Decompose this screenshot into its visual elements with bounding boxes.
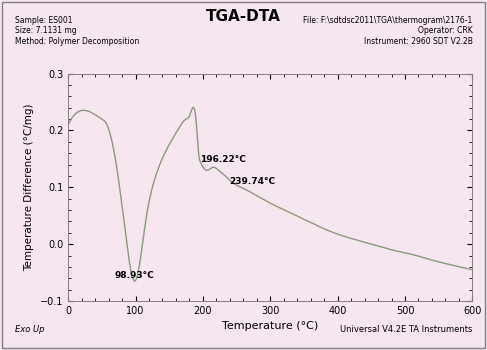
Text: TGA-DTA: TGA-DTA bbox=[206, 9, 281, 25]
Text: File: F:\sdtdsc2011\TGA\thermogram\2176-1
Operator: CRK
Instrument: 2960 SDT V2.: File: F:\sdtdsc2011\TGA\thermogram\2176-… bbox=[303, 16, 472, 46]
Text: Sample: ES001
Size: 7.1131 mg
Method: Polymer Decomposition: Sample: ES001 Size: 7.1131 mg Method: Po… bbox=[15, 16, 139, 46]
Text: 239.74°C: 239.74°C bbox=[230, 177, 276, 187]
Text: Exo Up: Exo Up bbox=[15, 326, 44, 335]
Text: Universal V4.2E TA Instruments: Universal V4.2E TA Instruments bbox=[340, 326, 472, 335]
Y-axis label: Temperature Difference (°C/mg): Temperature Difference (°C/mg) bbox=[24, 104, 35, 271]
Text: 98.93°C: 98.93°C bbox=[115, 271, 155, 280]
Text: 196.22°C: 196.22°C bbox=[200, 155, 246, 164]
X-axis label: Temperature (°C): Temperature (°C) bbox=[222, 321, 318, 331]
